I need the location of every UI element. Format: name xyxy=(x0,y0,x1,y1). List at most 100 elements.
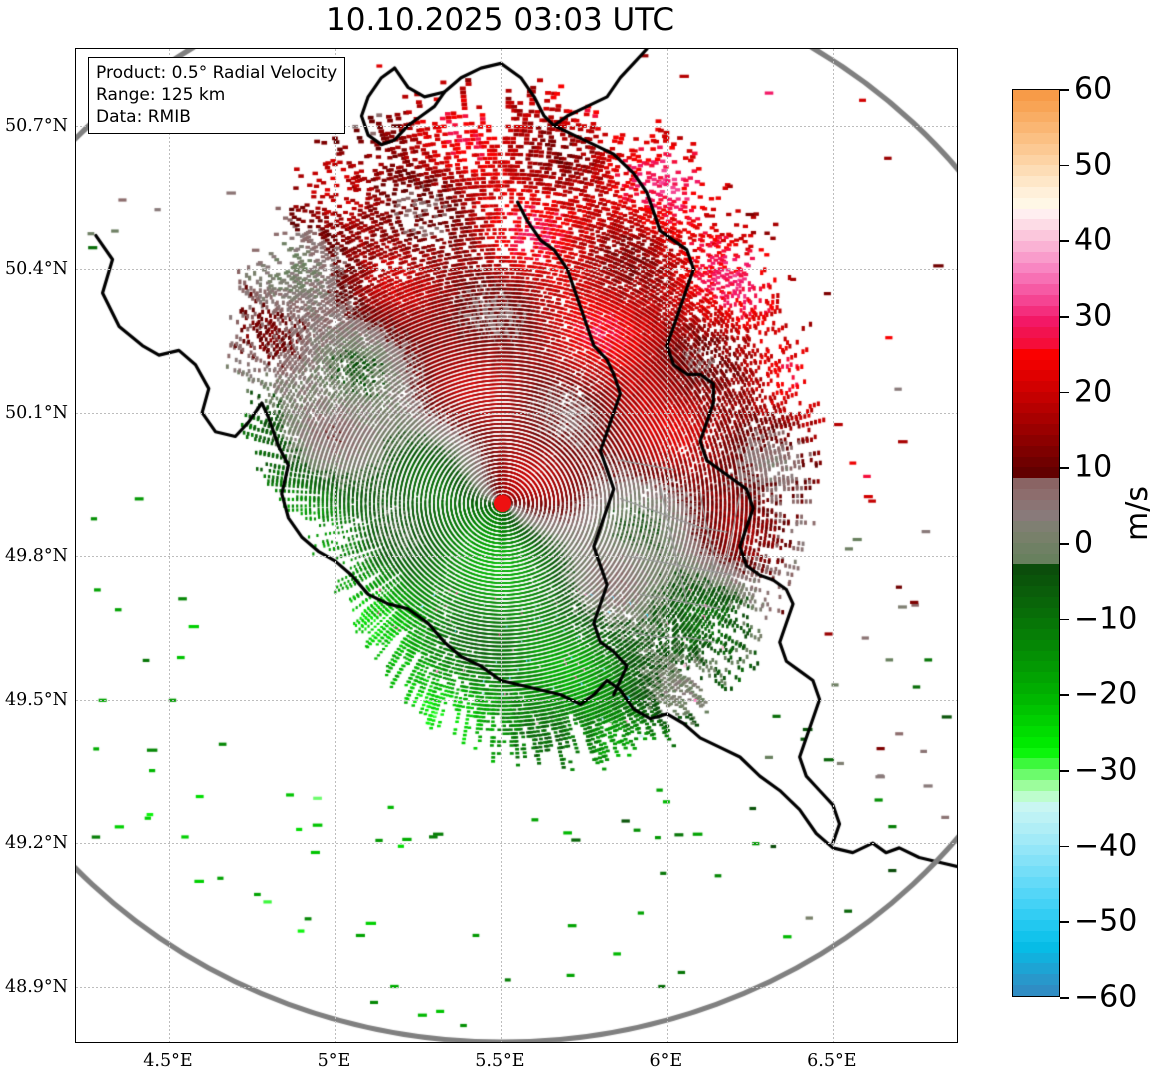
colorbar-swatch xyxy=(1013,887,1059,899)
colorbar-swatch xyxy=(1013,391,1059,403)
colorbar-swatch xyxy=(1013,585,1059,597)
colorbar-swatch xyxy=(1013,122,1059,134)
info-data: Data: RMIB xyxy=(96,107,191,128)
colorbar-swatch xyxy=(1013,413,1059,425)
colorbar-segments xyxy=(1013,90,1059,996)
lat-tick-label: 49.5°N xyxy=(4,689,68,710)
page-title: 10.10.2025 03:03 UTC xyxy=(326,2,674,38)
colorbar-swatch xyxy=(1013,812,1059,824)
gridline-lat xyxy=(76,986,957,988)
colorbar-swatch xyxy=(1013,693,1059,705)
colorbar-tick-label: −40 xyxy=(1074,828,1138,864)
colorbar-tick-label: 10 xyxy=(1074,449,1113,485)
colorbar-swatch xyxy=(1013,629,1059,640)
radar-site-marker[interactable] xyxy=(494,494,512,512)
colorbar-swatch xyxy=(1013,844,1059,856)
colorbar-tick xyxy=(1060,618,1069,621)
colorbar-swatch xyxy=(1013,305,1059,317)
colorbar-swatch xyxy=(1013,639,1059,651)
colorbar-swatch xyxy=(1013,532,1059,543)
colorbar-swatch xyxy=(1013,273,1059,285)
lat-tick-label: 50.4°N xyxy=(4,259,68,280)
colorbar-swatch xyxy=(1013,370,1059,382)
colorbar-swatch xyxy=(1013,963,1059,975)
colorbar-swatch xyxy=(1013,866,1059,878)
info-product: Product: 0.5° Radial Velocity xyxy=(96,63,338,83)
product-info-box: Product: 0.5° Radial Velocity Range: 125… xyxy=(88,57,346,135)
colorbar-tick-label: 20 xyxy=(1074,374,1113,410)
gridline-lon xyxy=(832,49,834,1042)
colorbar-swatch xyxy=(1013,823,1059,834)
colorbar-swatch xyxy=(1013,974,1059,985)
colorbar-swatch xyxy=(1013,715,1059,727)
colorbar-swatch xyxy=(1013,575,1059,586)
lon-tick-label: 5°E xyxy=(317,1051,351,1071)
lon-tick-label: 6.5°E xyxy=(807,1051,857,1071)
colorbar-tick xyxy=(1060,997,1069,999)
colorbar-swatch xyxy=(1013,327,1059,338)
colorbar-swatch xyxy=(1013,240,1059,252)
colorbar-tick-label: 30 xyxy=(1074,298,1113,334)
colorbar-swatch xyxy=(1013,521,1059,533)
gridline-lon xyxy=(666,49,668,1042)
colorbar-swatch xyxy=(1013,499,1059,511)
colorbar-swatch xyxy=(1013,758,1059,770)
colorbar-swatch xyxy=(1013,187,1059,198)
colorbar-swatch xyxy=(1013,337,1059,349)
colorbar-swatch xyxy=(1013,478,1059,489)
colorbar-swatch xyxy=(1013,661,1059,673)
colorbar-swatch xyxy=(1013,855,1059,867)
colorbar-swatch xyxy=(1013,909,1059,921)
colorbar-swatch xyxy=(1013,650,1059,662)
colorbar-tick-label: 60 xyxy=(1074,71,1113,107)
colorbar-swatch xyxy=(1013,488,1059,500)
colorbar-swatch xyxy=(1013,672,1059,683)
colorbar-tick xyxy=(1060,467,1069,469)
radar-velocity-canvas xyxy=(76,49,957,1042)
colorbar-tick-label: −60 xyxy=(1074,979,1138,1015)
colorbar-swatch xyxy=(1013,111,1059,123)
colorbar-swatch xyxy=(1013,952,1059,964)
colorbar-tick-label: 40 xyxy=(1074,222,1113,258)
gridline-lat xyxy=(76,269,957,271)
colorbar-tick xyxy=(1060,543,1069,545)
lon-tick-label: 5.5°E xyxy=(475,1051,525,1071)
colorbar-swatch xyxy=(1013,176,1059,188)
gridline-lat xyxy=(76,843,957,845)
colorbar-swatch xyxy=(1013,510,1059,522)
colorbar-tick-label: −10 xyxy=(1074,601,1138,637)
lon-tick-label: 4.5°E xyxy=(143,1051,193,1071)
gridline-lat xyxy=(76,699,957,701)
colorbar[interactable]: 60 50 40 30 20 10 0 −10 −20 −30 −40 −50 −60 xyxy=(1012,72,1137,1015)
colorbar-swatch xyxy=(1013,607,1059,619)
colorbar-unit-label: m/s xyxy=(1120,486,1155,541)
colorbar-swatch xyxy=(1013,704,1059,716)
info-range: Range: 125 km xyxy=(96,85,226,106)
colorbar-swatch xyxy=(1013,780,1059,791)
colorbar-swatch xyxy=(1013,467,1059,479)
colorbar-swatch xyxy=(1013,381,1059,392)
colorbar-swatch xyxy=(1013,435,1059,446)
colorbar-swatch xyxy=(1013,920,1059,931)
colorbar-swatch xyxy=(1013,726,1059,737)
colorbar-swatch xyxy=(1013,424,1059,435)
colorbar-tick xyxy=(1060,845,1069,848)
colorbar-tick xyxy=(1060,89,1069,91)
colorbar-swatch xyxy=(1013,402,1059,414)
colorbar-tick-label: −20 xyxy=(1074,676,1138,712)
colorbar-swatch xyxy=(1013,456,1059,468)
lat-tick-label: 50.7°N xyxy=(4,115,68,136)
colorbar-swatch xyxy=(1013,833,1059,845)
gridline-lon xyxy=(334,49,336,1042)
gridline-lat xyxy=(76,412,957,414)
colorbar-swatch xyxy=(1013,359,1059,371)
gridline-lat xyxy=(76,125,957,127)
colorbar-swatch xyxy=(1013,100,1059,112)
colorbar-swatch xyxy=(1013,747,1059,759)
colorbar-swatch xyxy=(1013,445,1059,457)
colorbar-swatch xyxy=(1013,596,1059,608)
lat-tick-label: 49.8°N xyxy=(4,546,68,567)
colorbar-tick xyxy=(1060,316,1069,318)
radar-plot[interactable]: Product: 0.5° Radial Velocity Range: 125… xyxy=(75,48,958,1043)
plot-clip xyxy=(76,49,957,1042)
